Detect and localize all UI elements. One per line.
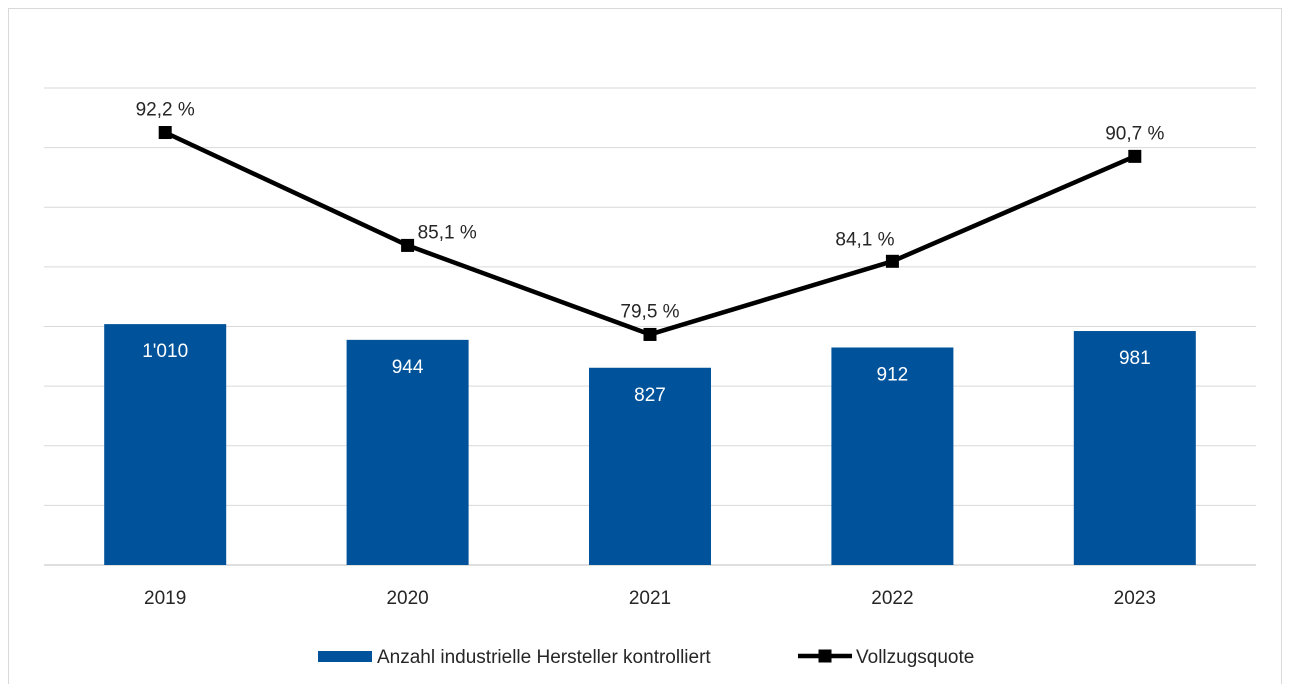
line-marker	[401, 238, 415, 252]
x-axis-tick-labels: 2019 2020 2021 2022 2023	[144, 588, 1156, 609]
x-tick-label: 2019	[144, 588, 186, 609]
x-tick-label: 2022	[871, 588, 913, 609]
bar-data-labels: 1'010 944 827 912 981	[142, 341, 1150, 406]
x-tick-label: 2020	[386, 588, 428, 609]
bar	[831, 347, 954, 565]
line-data-label: 79,5 %	[620, 301, 679, 322]
bar	[104, 324, 227, 565]
line-data-labels: 92,2 % 85,1 % 79,5 % 84,1 % 90,7 %	[136, 100, 1165, 323]
legend-swatch-line-marker	[818, 649, 832, 663]
x-tick-label: 2023	[1114, 588, 1156, 609]
line-data-label: 84,1 %	[835, 229, 894, 250]
bar-data-label: 827	[634, 385, 666, 406]
line-data-label: 90,7 %	[1105, 123, 1164, 144]
bar-data-label: 944	[392, 357, 424, 378]
bar-data-label: 912	[877, 364, 909, 385]
line-marker	[643, 327, 657, 341]
x-tick-label: 2021	[629, 588, 671, 609]
legend: Anzahl industrielle Hersteller kontrolli…	[318, 647, 974, 668]
bar-series	[104, 324, 1196, 565]
bar	[589, 367, 711, 565]
line-marker	[885, 254, 899, 268]
line-data-label: 85,1 %	[418, 222, 477, 243]
line-series	[158, 126, 1142, 341]
legend-label-bar: Anzahl industrielle Hersteller kontrolli…	[377, 647, 711, 668]
bar-data-label: 981	[1119, 348, 1151, 369]
line-marker	[158, 126, 172, 140]
bar	[346, 339, 469, 565]
bar-data-label: 1'010	[142, 341, 188, 362]
legend-label-line: Vollzugsquote	[856, 647, 974, 668]
bar	[1073, 331, 1196, 565]
line-marker	[1128, 149, 1142, 163]
line-data-label: 92,2 %	[136, 100, 195, 121]
legend-swatch-bar	[318, 651, 372, 662]
